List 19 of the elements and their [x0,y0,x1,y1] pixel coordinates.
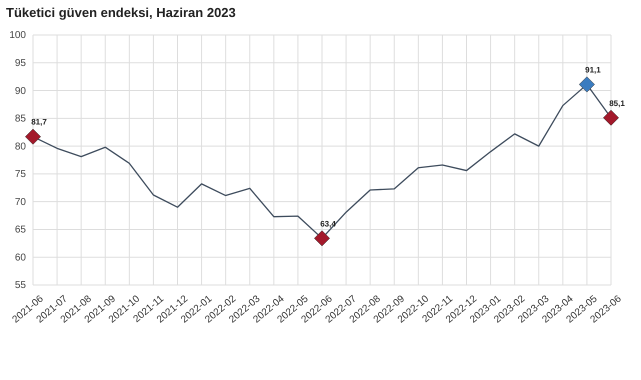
y-tick-label: 70 [14,196,26,208]
point [578,76,595,92]
point [603,110,619,126]
data-label: 85,1 [609,98,626,108]
y-tick-label: 65 [14,224,26,236]
chart-title: Tüketici güven endeksi, Haziran 2023 [6,5,236,20]
y-tick-label: 80 [14,141,26,152]
y-tick-label: 60 [14,252,26,264]
y-tick-label: 55 [14,280,26,292]
point [25,128,41,145]
y-tick-label: 100 [9,30,26,42]
y-tick-label: 90 [14,86,26,97]
point [314,230,330,246]
data-label: 63,4 [320,219,336,228]
y-tick-label: 85 [14,114,26,125]
y-tick-label: 95 [14,58,26,69]
y-tick-label: 75 [14,169,26,180]
data-label: 81,7 [31,118,48,127]
data-label: 91,1 [585,65,602,74]
